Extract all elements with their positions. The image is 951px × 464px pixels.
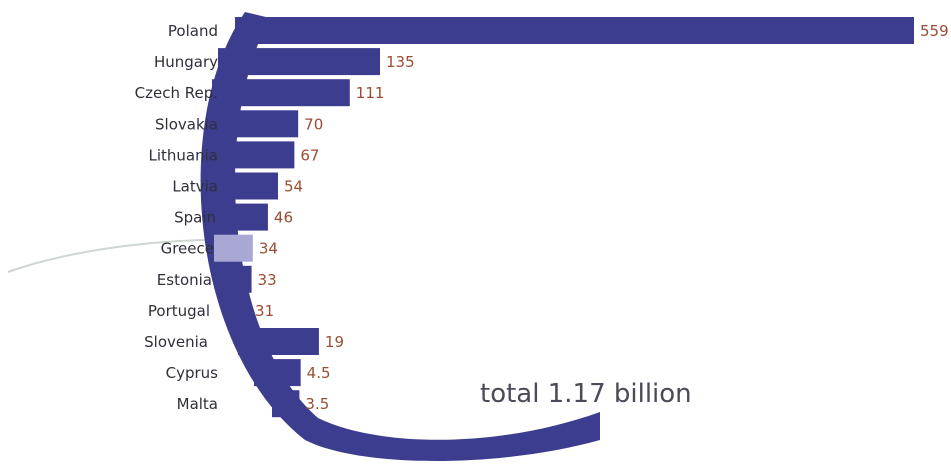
category-label-latvia: Latvia bbox=[172, 178, 218, 196]
value-label-poland: 559 bbox=[920, 22, 949, 40]
category-label-estonia: Estonia bbox=[157, 271, 212, 289]
value-label-greece: 34 bbox=[259, 240, 278, 258]
category-label-czech-rep-: Czech Rep. bbox=[135, 84, 218, 102]
total-label: total 1.17 billion bbox=[480, 379, 692, 409]
category-label-spain: Spain bbox=[174, 209, 216, 227]
value-label-malta: 3.5 bbox=[305, 395, 329, 413]
bar-hungary bbox=[218, 48, 381, 76]
bar-spain bbox=[210, 203, 268, 231]
value-label-slovakia: 70 bbox=[304, 115, 323, 133]
value-label-estonia: 33 bbox=[258, 271, 277, 289]
value-label-latvia: 54 bbox=[284, 178, 303, 196]
bar-cyprus bbox=[254, 359, 301, 387]
category-label-slovenia: Slovenia bbox=[144, 333, 208, 351]
value-label-czech-rep-: 111 bbox=[356, 84, 385, 102]
value-label-slovenia: 19 bbox=[325, 333, 344, 351]
bar-estonia bbox=[220, 265, 252, 293]
value-label-portugal: 31 bbox=[255, 302, 274, 320]
bar-slovakia bbox=[210, 110, 299, 138]
category-label-malta: Malta bbox=[177, 395, 218, 413]
value-label-hungary: 135 bbox=[386, 53, 415, 71]
category-label-cyprus: Cyprus bbox=[166, 364, 219, 382]
category-label-portugal: Portugal bbox=[148, 302, 210, 320]
bar-czech-rep- bbox=[212, 79, 350, 107]
bar-latvia bbox=[208, 172, 279, 200]
bar-lithuania bbox=[208, 141, 295, 169]
category-label-lithuania: Lithuania bbox=[149, 146, 218, 164]
bar-greece bbox=[214, 234, 253, 262]
category-label-greece: Greece bbox=[161, 240, 214, 258]
bar-poland bbox=[235, 17, 914, 44]
bar-malta bbox=[272, 390, 300, 418]
bar-portugal bbox=[228, 296, 250, 324]
value-label-lithuania: 67 bbox=[300, 146, 319, 164]
category-label-poland: Poland bbox=[168, 22, 218, 40]
value-label-spain: 46 bbox=[274, 209, 293, 227]
value-label-cyprus: 4.5 bbox=[307, 364, 331, 382]
bar-slovenia bbox=[238, 328, 319, 355]
category-label-slovakia: Slovakia bbox=[155, 115, 218, 133]
category-label-hungary: Hungary bbox=[154, 53, 218, 71]
